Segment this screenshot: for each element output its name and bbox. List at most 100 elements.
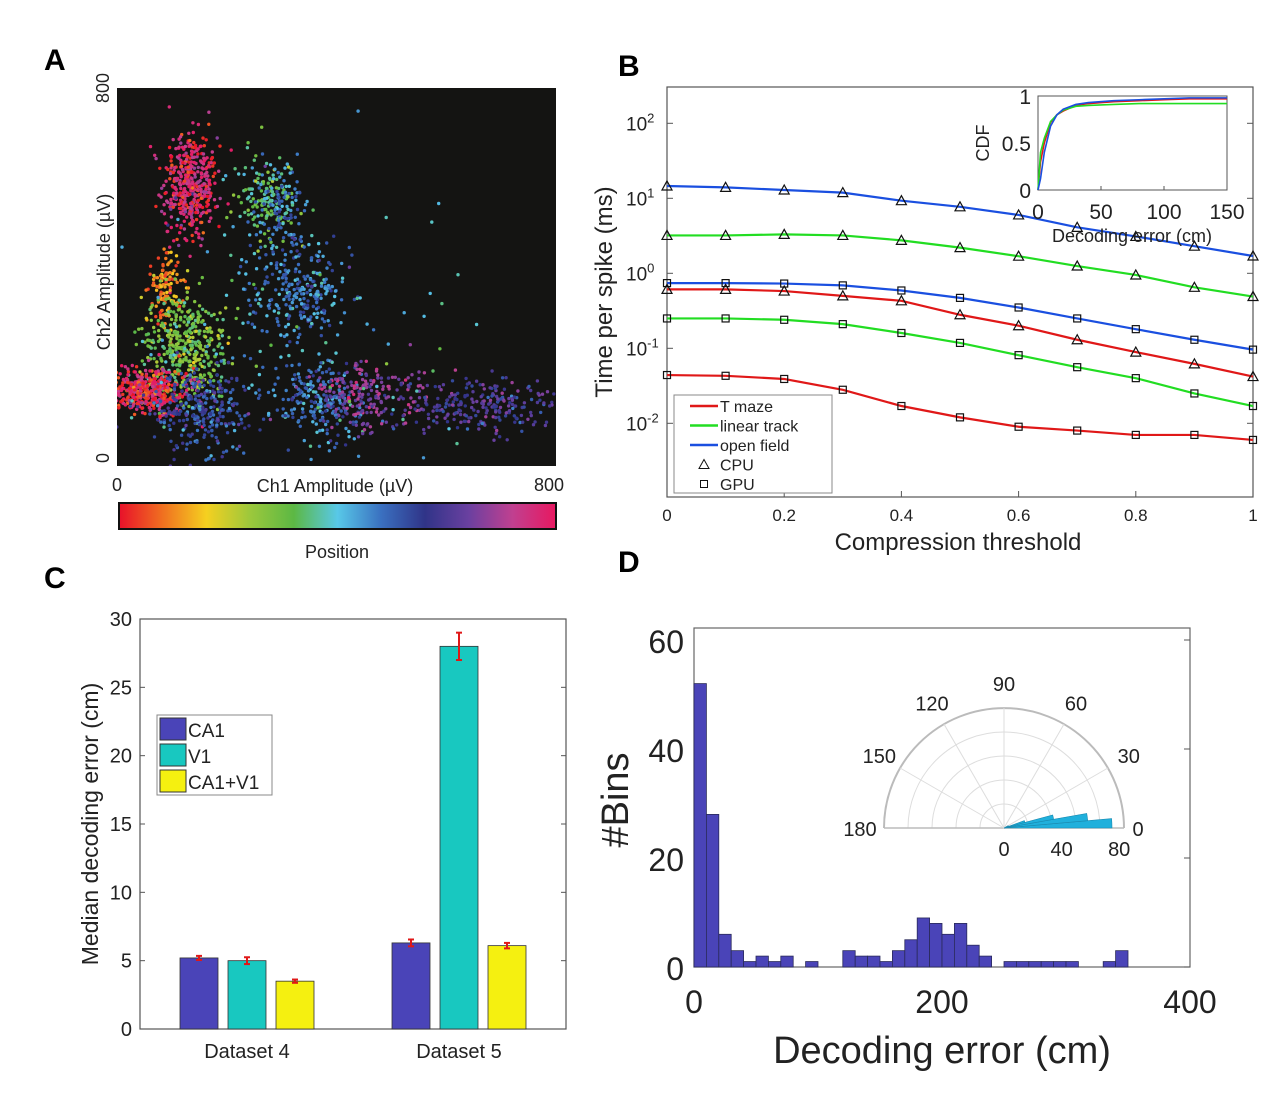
bar-CA1+V1 — [487, 945, 527, 1030]
scatter-point — [202, 383, 206, 388]
scatter-point — [167, 283, 171, 287]
scatter-point — [191, 130, 195, 135]
scatter-point — [177, 202, 181, 206]
scatter-point — [282, 179, 286, 183]
scatter-point — [177, 170, 181, 174]
scatter-point — [260, 125, 264, 129]
scatter-point — [219, 422, 224, 426]
scatter-point — [300, 407, 305, 411]
scatter-point — [319, 296, 323, 300]
scatter-point — [215, 317, 219, 322]
scatter-point — [314, 395, 318, 399]
scatter-point — [219, 359, 223, 363]
scatter-point — [289, 208, 293, 213]
scatter-point — [402, 311, 406, 315]
series-line-open-field-GPU — [667, 282, 1254, 351]
scatter-point — [364, 359, 368, 363]
scatter-point — [281, 282, 285, 286]
scatter-point — [299, 211, 303, 216]
scatter-point — [298, 379, 302, 383]
scatter-point — [174, 342, 179, 347]
scatter-point — [124, 376, 129, 381]
scatter-point — [316, 254, 320, 258]
scatter-point — [376, 376, 380, 380]
square-marker — [838, 281, 847, 290]
scatter-point — [266, 189, 270, 193]
scatter-point — [399, 383, 403, 387]
scatter-point — [201, 395, 206, 399]
scatter-point — [265, 275, 269, 279]
scatter-point — [535, 379, 540, 383]
scatter-point — [490, 369, 494, 373]
scatter-point — [144, 288, 148, 292]
scatter-point — [370, 404, 374, 409]
scatter-point — [121, 377, 126, 382]
scatter-point — [260, 152, 265, 156]
scatter-point — [207, 219, 211, 224]
scatter-point — [445, 420, 450, 424]
scatter-point — [290, 240, 294, 245]
scatter-point — [165, 370, 169, 375]
scatter-point — [220, 346, 224, 350]
scatter-point — [225, 431, 230, 435]
scatter-point — [319, 333, 323, 338]
scatter-point — [529, 410, 533, 415]
scatter-point — [113, 386, 116, 389]
scatter-point — [222, 233, 227, 237]
scatter-point — [287, 269, 291, 273]
scatter-point — [350, 253, 354, 257]
scatter-point — [428, 291, 432, 296]
polar-angle-label: 60 — [1065, 693, 1087, 715]
scatter-point — [158, 166, 162, 170]
scatter-point — [340, 276, 345, 280]
scatter-point — [184, 157, 189, 162]
scatter-point — [292, 287, 296, 292]
scatter-point — [355, 404, 359, 408]
scatter-point — [303, 203, 308, 207]
scatter-point — [317, 444, 322, 448]
scatter-point — [175, 191, 179, 195]
scatter-point — [187, 359, 192, 364]
scatter-point — [162, 212, 167, 216]
scatter-point — [359, 399, 363, 403]
scatter-point — [318, 400, 323, 404]
scatter-point — [237, 422, 241, 427]
x-tick-label: 200 — [915, 984, 968, 1020]
scatter-point — [258, 230, 263, 234]
scatter-point — [189, 394, 193, 399]
scatter-point — [237, 271, 241, 275]
scatter-point — [267, 226, 271, 231]
scatter-point — [168, 177, 172, 181]
scatter-point — [339, 298, 344, 302]
scatter-point — [441, 409, 445, 414]
scatter-point — [139, 401, 144, 405]
scatter-point — [268, 237, 273, 242]
scatter-point — [233, 167, 237, 171]
scatter-point — [205, 326, 209, 330]
scatter-point — [133, 330, 137, 334]
scatter-point — [140, 326, 144, 331]
scatter-point — [444, 401, 448, 406]
scatter-point — [401, 397, 405, 401]
scatter-point — [179, 226, 183, 230]
scatter-point — [283, 212, 287, 216]
scatter-point — [294, 198, 298, 202]
scatter-point — [167, 370, 172, 374]
scatter-point — [193, 341, 198, 345]
scatter-point — [204, 167, 208, 171]
square-marker — [662, 279, 672, 288]
scatter-point — [451, 400, 455, 404]
scatter-point — [314, 369, 318, 373]
scatter-point — [365, 410, 369, 415]
scatter-point — [299, 400, 303, 404]
scatter-point — [413, 407, 417, 411]
scatter-point — [183, 346, 187, 351]
series-line-T-maze-GPU — [666, 373, 1254, 442]
scatter-point — [162, 203, 166, 207]
scatter-point — [248, 187, 252, 191]
scatter-point — [296, 335, 300, 340]
scatter-point — [284, 280, 288, 284]
scatter-point — [182, 278, 186, 282]
scatter-point — [211, 368, 216, 372]
scatter-point — [168, 418, 173, 422]
